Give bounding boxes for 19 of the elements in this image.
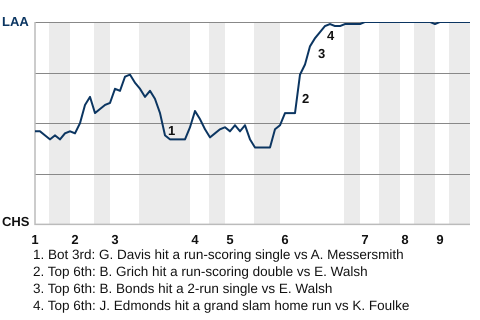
annotation: 2 [302,90,310,106]
x-tick-label: 7 [361,232,369,247]
x-tick-label: 5 [226,232,234,247]
x-tick-label: 1 [31,232,39,247]
text: 1. Bot 3rd: G. Davis hit a run-scoring single vs A. Messersmith [33,246,405,263]
annotation: 1 [168,123,176,138]
text: 3. Top 6th: B. Bonds hit a 2-run single vs E. Walsh [33,280,334,297]
text: 4. Top 6th: J. Edmonds hit a grand slam home run vs K. Foulke [33,297,410,314]
x-tick-label: 6 [281,232,289,247]
text: CHS [2,214,30,230]
annotation: 4 [327,28,334,44]
text: LAA [2,14,29,29]
x-tick-label: 2 [71,232,79,247]
annotation: 3 [318,46,326,62]
x-tick-label: 8 [401,232,409,247]
x-tick-label: 9 [436,232,444,247]
text: 2. Top 6th: B. Grich hit a run-scoring double vs E. Walsh [33,263,369,280]
x-tick-label: 4 [191,232,200,247]
x-tick-label: 3 [111,232,119,247]
